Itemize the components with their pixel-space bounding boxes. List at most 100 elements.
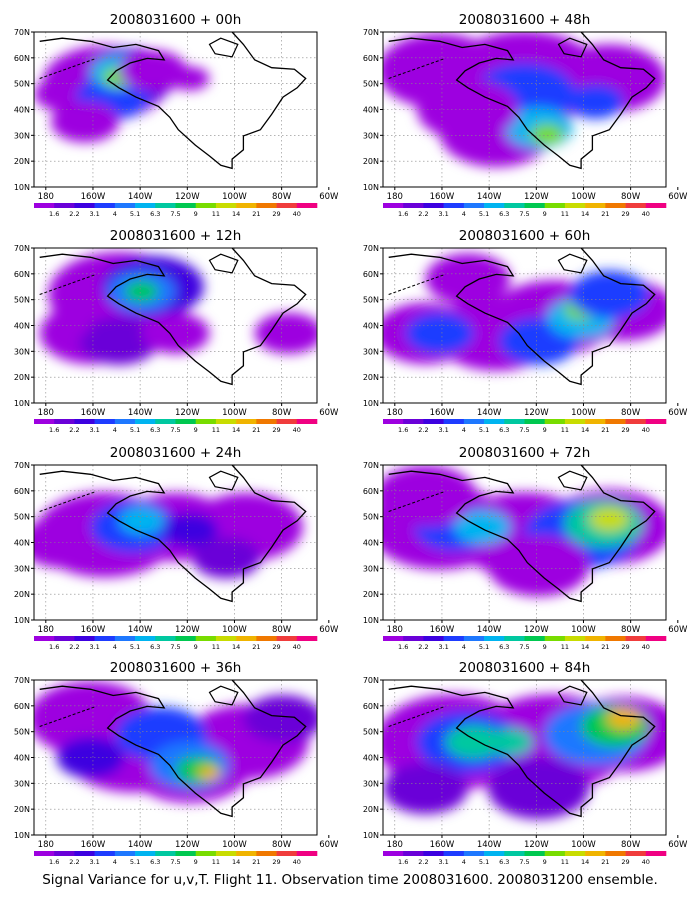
colorbar-swatch: [504, 636, 525, 641]
colorbar-swatch: [135, 203, 156, 208]
lat-label: 40N: [14, 322, 30, 331]
colorbar-label: 11: [212, 426, 220, 434]
lat-label: 30N: [14, 131, 30, 140]
colorbar-label: 40: [642, 210, 650, 218]
graticule: [383, 32, 666, 187]
coastline-north-america: [388, 248, 656, 386]
colorbar-label: 6.3: [499, 643, 509, 651]
lon-label: 60W: [319, 840, 339, 850]
colorbar-swatch: [625, 851, 647, 856]
variance-blob: [589, 507, 630, 532]
coastline: [388, 32, 656, 170]
colorbar-label: 7.5: [170, 210, 180, 218]
lon-label: 120W: [175, 408, 200, 418]
lon-label: 100W: [222, 408, 247, 418]
coastline: [39, 32, 307, 170]
lat-label: 50N: [14, 513, 30, 522]
colorbar-swatch: [625, 419, 647, 424]
colorbar-label: 14: [232, 210, 240, 218]
lat-label: 50N: [363, 513, 379, 522]
colorbar-swatch: [605, 203, 626, 208]
colorbar-label: 6.3: [499, 858, 509, 866]
colorbar-swatch: [215, 636, 237, 641]
variance-blob: [79, 317, 159, 365]
colorbar-swatch: [585, 203, 606, 208]
colorbar-label: 29: [621, 858, 629, 866]
graticule: [383, 465, 666, 620]
lat-label: 40N: [363, 754, 379, 763]
variance-blob: [124, 281, 159, 302]
colorbar-swatch: [296, 203, 318, 208]
colorbar-label: 4: [462, 426, 466, 434]
colorbar-label: 11: [212, 643, 220, 651]
colorbar-label: 14: [581, 643, 589, 651]
lat-label: 70N: [363, 244, 379, 253]
lon-label: 140W: [128, 625, 153, 635]
colorbar-label: 29: [272, 426, 280, 434]
colorbar-label: 4: [462, 858, 466, 866]
graticule: [34, 32, 317, 187]
colorbar-swatch: [564, 419, 586, 424]
colorbar-label: 2.2: [418, 858, 428, 866]
variance-blob: [50, 101, 119, 143]
colorbar-swatch: [484, 636, 505, 641]
map-panel: 2008031600 + 36h 70N 60N 50N 40N 30N 20N 10N 180…: [14, 660, 339, 866]
colorbar-swatch: [74, 419, 95, 424]
lon-label: 180: [38, 625, 54, 635]
colorbar-label: 29: [621, 426, 629, 434]
colorbar-label: 11: [212, 210, 220, 218]
lon-label: 80W: [621, 192, 641, 202]
lat-label: 30N: [14, 564, 30, 573]
lat-label: 50N: [363, 728, 379, 737]
lat-label: 70N: [363, 28, 379, 37]
lat-label: 50N: [363, 296, 379, 305]
lon-label: 100W: [222, 192, 247, 202]
variance-blob: [383, 762, 468, 815]
variance-blob: [34, 516, 105, 569]
colorbar-label: 21: [252, 210, 260, 218]
lat-label: 20N: [14, 157, 30, 166]
colorbar-swatch: [544, 203, 566, 208]
map-panel: 2008031600 + 84h 70N 60N 50N 40N 30N 20N 10N 180…: [363, 660, 688, 866]
colorbar-label: 7.5: [170, 426, 180, 434]
lat-label: 40N: [363, 106, 379, 115]
coastline-hudson-bay: [557, 685, 588, 706]
colorbar-label: 2.2: [69, 858, 79, 866]
colorbar-label: 6.3: [499, 426, 509, 434]
colorbar-swatch: [54, 203, 75, 208]
colorbar-swatch: [54, 851, 75, 856]
colorbar-swatch: [463, 203, 485, 208]
colorbar-label: 5.1: [479, 210, 489, 218]
coastline-north-america: [388, 465, 656, 603]
colorbar-swatch: [625, 636, 647, 641]
lon-label: 120W: [524, 192, 549, 202]
colorbar-label: 40: [293, 210, 301, 218]
colorbar-swatch: [504, 203, 525, 208]
colorbar-label: 14: [581, 426, 589, 434]
lat-label: 20N: [363, 157, 379, 166]
variance-blob: [243, 694, 317, 743]
colorbar-label: 29: [272, 858, 280, 866]
variance-field: [383, 465, 666, 597]
coastline-aleutians: [388, 57, 446, 79]
colorbar-swatch: [155, 203, 176, 208]
lon-label: 80W: [621, 625, 641, 635]
colorbar-label: 2.2: [69, 426, 79, 434]
lon-label: 80W: [272, 625, 292, 635]
lon-label: 180: [387, 192, 403, 202]
lat-label: 40N: [14, 539, 30, 548]
colorbar-swatch: [645, 636, 667, 641]
colorbar-label: 7.5: [170, 858, 180, 866]
figure-caption: Signal Variance for u,v,T. Flight 11. Ob…: [42, 872, 658, 888]
lat-label: 60N: [14, 54, 30, 63]
panel-title: 2008031600 + 60h: [459, 228, 591, 244]
lon-label: 100W: [571, 192, 596, 202]
colorbar-swatch: [155, 419, 176, 424]
panel-title: 2008031600 + 00h: [110, 12, 242, 28]
lon-label: 100W: [222, 625, 247, 635]
colorbar-swatch: [276, 636, 298, 641]
colorbar-label: 40: [293, 858, 301, 866]
coastline: [39, 248, 307, 386]
lon-label: 140W: [477, 625, 502, 635]
colorbar-label: 21: [601, 426, 609, 434]
